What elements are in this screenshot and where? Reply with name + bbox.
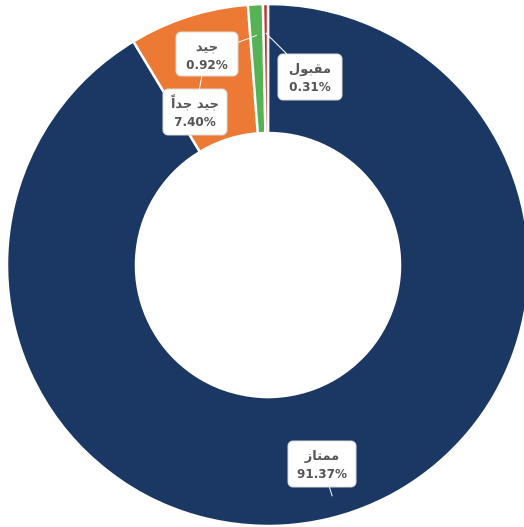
callout-category-good: جيد	[196, 40, 218, 55]
callout-box-acceptable	[277, 53, 343, 101]
callout-box-excellent	[287, 440, 357, 488]
callout-category-very-good: جيد جداً	[171, 94, 219, 112]
callout-value-good: 0.92%	[186, 58, 228, 72]
callout-box-very-good	[162, 88, 228, 136]
donut-slices	[5, 2, 524, 527]
callout-category-excellent: ممتاز	[304, 449, 339, 464]
slice-excellent	[5, 2, 524, 527]
callouts: ممتاز 91.37% جيد جداً 7.40% جيد 0.92% مقبول 0.3…	[162, 31, 357, 488]
callout-category-acceptable: مقبول	[289, 62, 331, 77]
callout-excellent: ممتاز 91.37%	[287, 440, 357, 488]
callout-acceptable: مقبول 0.31%	[277, 53, 343, 101]
callout-very-good: جيد جداً 7.40%	[162, 88, 228, 136]
callout-value-very-good: 7.40%	[174, 115, 216, 129]
callout-value-excellent: 91.37%	[297, 467, 347, 481]
callout-good: جيد 0.92%	[175, 31, 239, 77]
callout-value-acceptable: 0.31%	[289, 80, 331, 94]
callout-box-good	[175, 31, 239, 77]
slice-acceptable	[261, 2, 270, 135]
